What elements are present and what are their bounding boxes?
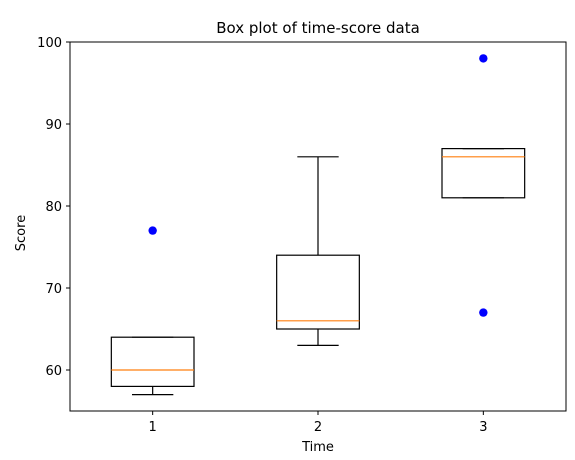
y-tick-label: 70 (45, 282, 62, 297)
x-tick-label: 3 (479, 420, 487, 435)
y-tick-label: 60 (45, 364, 62, 379)
y-tick-label: 100 (37, 36, 62, 51)
iqr-box (276, 254, 360, 330)
y-tick-label: 80 (45, 200, 62, 215)
iqr-box (110, 336, 195, 388)
y-axis-label: Score (14, 215, 29, 251)
outlier-point (479, 308, 488, 317)
outlier-point (148, 226, 157, 235)
iqr-box (441, 148, 526, 199)
x-tick-label: 2 (314, 420, 322, 435)
box-group-1 (110, 226, 195, 396)
box-group-3 (441, 54, 526, 317)
x-axis-label: Time (301, 440, 334, 455)
chart-title: Box plot of time-score data (216, 19, 420, 37)
y-tick-label: 90 (45, 118, 62, 133)
outlier-point (479, 54, 488, 63)
x-tick-label: 1 (149, 420, 157, 435)
box-group-2 (276, 156, 360, 346)
